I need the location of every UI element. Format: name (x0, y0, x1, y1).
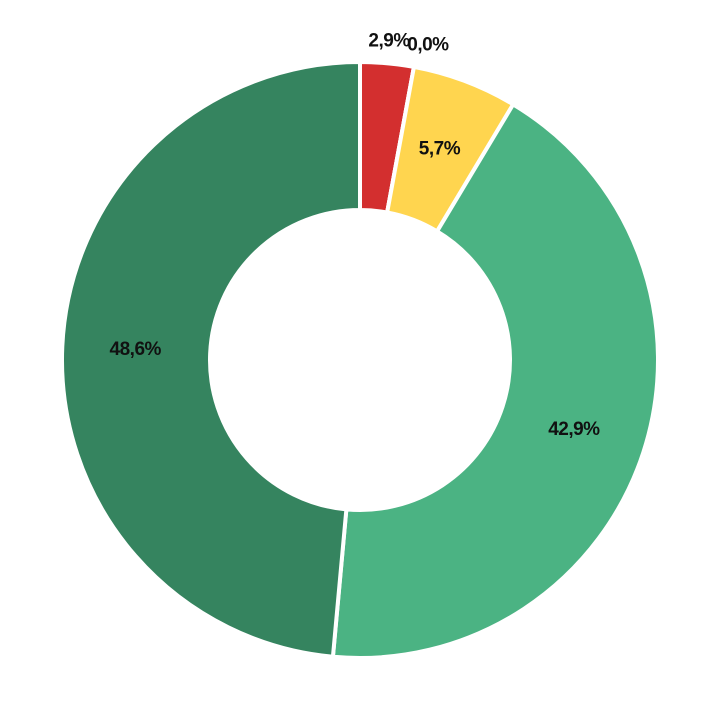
data-label: 2,9% (368, 30, 410, 51)
data-label: 48,6% (110, 339, 162, 360)
slice (59, 60, 362, 659)
slice (330, 102, 660, 660)
data-label: 42,9% (548, 419, 600, 440)
data-label: 0,0% (407, 34, 449, 55)
data-label: 5,7% (419, 139, 461, 160)
